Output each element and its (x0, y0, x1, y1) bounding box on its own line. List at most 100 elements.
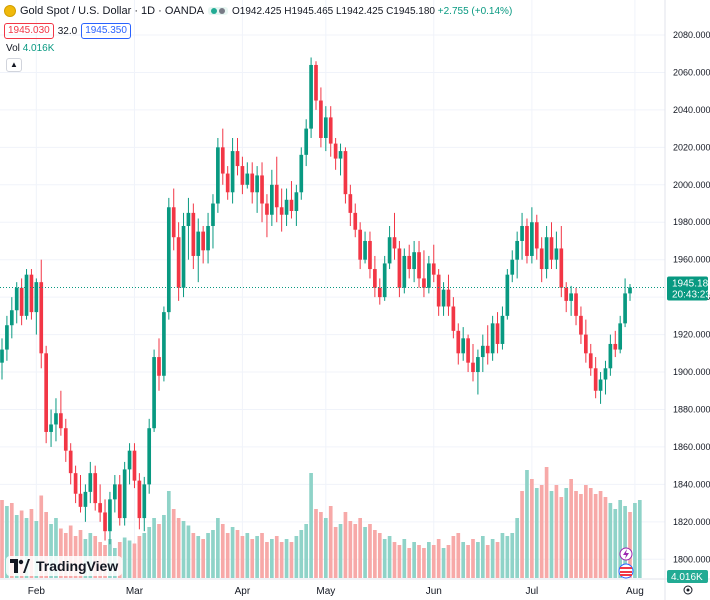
time-tick-label: Feb (28, 586, 46, 597)
buy-button[interactable]: 1945.350 (81, 23, 131, 39)
volume-bar (476, 542, 480, 578)
time-axis[interactable]: FebMarAprMayJunJulAugSep (0, 578, 710, 597)
volume-bar (466, 545, 470, 578)
candle-body (265, 203, 269, 215)
price-tick-label: 1960.000 (673, 255, 710, 265)
volume-bar (343, 512, 348, 578)
volume-bar (147, 527, 152, 578)
settings-gear-icon[interactable] (683, 585, 693, 595)
symbol-title[interactable]: Gold Spot / U.S. Dollar · 1D · OANDA (20, 5, 204, 17)
volume-bar (574, 491, 578, 578)
candle-body (0, 349, 4, 363)
candle-body (431, 263, 436, 275)
candle-body (103, 512, 107, 532)
volume-bar (132, 543, 137, 578)
candle-body (181, 225, 186, 288)
candle-body (245, 173, 250, 185)
volume-value: 4.016K (22, 43, 55, 54)
candle-body (466, 338, 470, 363)
candle-body (515, 240, 519, 260)
gold-coin-icon (4, 5, 16, 17)
market-status-icon[interactable] (208, 7, 228, 15)
close-value: C1945.180 (386, 5, 435, 17)
candle-body (510, 259, 515, 275)
candle-body (274, 184, 279, 208)
volume-bar (490, 539, 495, 578)
volume-bar (196, 536, 201, 578)
volume-bar (162, 515, 166, 578)
tradingview-icon (10, 559, 30, 573)
volume-bar (63, 533, 68, 578)
volume-bar (230, 527, 235, 578)
candle-body (137, 480, 142, 519)
collapse-legend-button[interactable]: ▲ (6, 58, 22, 72)
candle-body (157, 357, 161, 376)
time-tick-label: May (316, 586, 335, 597)
candle-body (211, 203, 215, 226)
volume-bar (152, 518, 156, 578)
low-value: L1942.425 (336, 5, 384, 17)
volume-bar (515, 518, 519, 578)
volume-bar (299, 530, 304, 578)
candle-body (191, 212, 196, 256)
volume-bar (181, 521, 186, 578)
last-price-badge (667, 276, 708, 301)
candle-body (382, 263, 387, 298)
volume-bar (441, 548, 446, 578)
candle-body (319, 100, 323, 138)
volume-bar (78, 530, 83, 578)
candle-body (294, 192, 299, 212)
candle-body (314, 64, 318, 101)
price-tick-label: 2060.000 (673, 67, 710, 77)
candle-body (363, 240, 367, 260)
volume-bar (637, 500, 642, 578)
volume-bar (323, 518, 328, 578)
candle-body (122, 469, 127, 519)
candle-body (520, 225, 524, 241)
change-value: +2.755 (+0.14%) (437, 5, 513, 17)
chart-buttons (618, 547, 693, 595)
candle-body (593, 368, 598, 391)
volume-bar (29, 509, 34, 578)
volume-bar (9, 503, 14, 578)
candle-body (260, 175, 264, 204)
candle-body (569, 293, 573, 301)
sell-button[interactable]: 1945.030 (4, 23, 54, 39)
candle-body (54, 413, 58, 425)
volume-bar (127, 540, 132, 578)
candle-body (534, 222, 539, 249)
volume-bar (510, 533, 515, 578)
lightning-glyph (623, 549, 629, 559)
volume-bar (417, 545, 421, 578)
candle-body (387, 237, 392, 264)
volume-bar (628, 512, 632, 578)
candle-body (603, 368, 608, 380)
candle-body (628, 287, 632, 294)
candle-body (368, 240, 372, 270)
volume-bars (0, 467, 642, 578)
volume-bar (44, 512, 48, 578)
volume-bar (142, 533, 147, 578)
volume-bar (206, 533, 210, 578)
candle-body (39, 282, 44, 354)
volume-bar (255, 536, 259, 578)
price-tick-label: 1900.000 (673, 367, 710, 377)
volume-bar (559, 497, 564, 578)
volume-bar (211, 530, 215, 578)
candle-body (235, 151, 240, 167)
candle-body (544, 237, 549, 270)
candle-body (93, 473, 98, 504)
volume-bar (176, 518, 181, 578)
volume-bar (319, 512, 323, 578)
candle-body (270, 184, 274, 215)
volume-bar (157, 524, 161, 578)
candle-body (328, 117, 333, 144)
candle-body (309, 64, 313, 129)
tradingview-logo[interactable]: TradingView (6, 556, 123, 576)
volume-bar (456, 533, 461, 578)
brand-name: TradingView (36, 558, 119, 574)
volume-bar (539, 485, 544, 578)
candle-body (5, 325, 9, 350)
time-tick-label: Mar (126, 586, 144, 597)
